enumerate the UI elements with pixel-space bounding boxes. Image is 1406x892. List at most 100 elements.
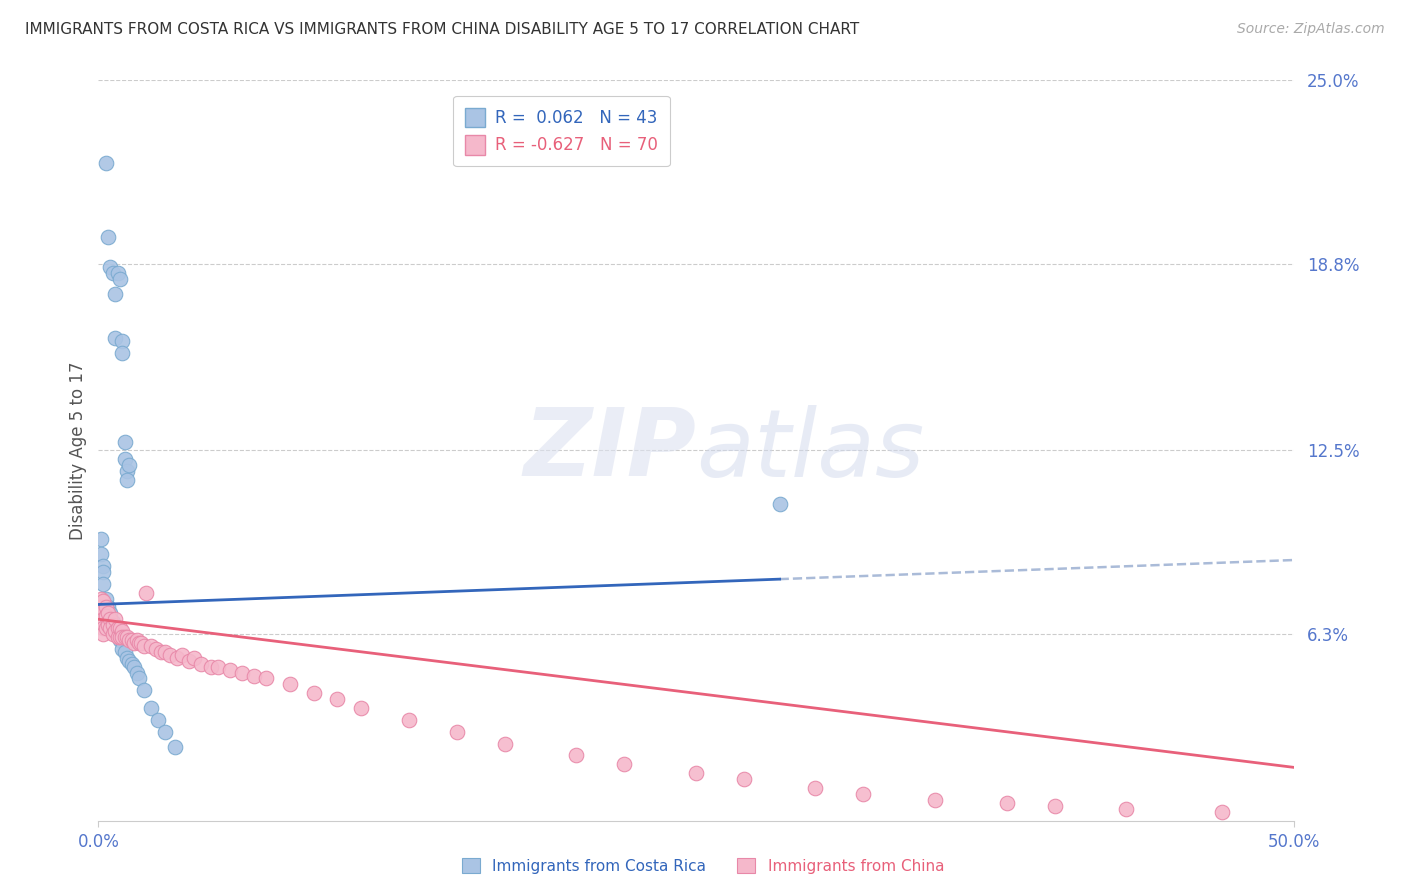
Point <box>924 793 946 807</box>
Point <box>91 621 114 635</box>
Point <box>190 657 212 671</box>
Point <box>1211 805 1233 819</box>
Point <box>104 331 127 345</box>
Point <box>200 659 222 673</box>
Point <box>111 624 134 639</box>
Point <box>565 748 588 763</box>
Point <box>97 607 120 621</box>
Point <box>207 659 229 673</box>
Point <box>118 632 141 647</box>
Point <box>115 650 138 665</box>
Point <box>149 645 172 659</box>
Point <box>90 591 112 606</box>
Point <box>101 615 124 630</box>
Point <box>90 607 112 621</box>
Point <box>111 334 134 348</box>
Point <box>685 766 707 780</box>
Point <box>98 612 122 626</box>
Point <box>98 607 122 621</box>
Point <box>124 636 146 650</box>
Point <box>90 547 112 561</box>
Point <box>91 576 114 591</box>
Point <box>97 618 120 632</box>
Point <box>94 621 117 635</box>
Point <box>97 230 120 244</box>
Point <box>166 650 188 665</box>
Point <box>145 641 167 656</box>
Text: atlas: atlas <box>696 405 924 496</box>
Text: Source: ZipAtlas.com: Source: ZipAtlas.com <box>1237 22 1385 37</box>
Point <box>94 591 117 606</box>
Point <box>139 639 162 653</box>
Point <box>1115 802 1137 816</box>
Point <box>163 739 186 754</box>
Point <box>104 612 127 626</box>
Y-axis label: Disability Age 5 to 17: Disability Age 5 to 17 <box>69 361 87 540</box>
Point <box>613 757 636 772</box>
Point <box>98 260 122 274</box>
Point <box>131 636 153 650</box>
Point <box>101 266 124 280</box>
Point <box>91 558 114 573</box>
Point <box>94 156 117 170</box>
Point <box>91 627 114 641</box>
Point <box>108 632 131 647</box>
Point <box>101 627 124 641</box>
Point <box>125 665 148 680</box>
Point <box>179 654 201 668</box>
Point <box>107 266 129 280</box>
Point <box>118 654 141 668</box>
Point <box>159 648 181 662</box>
Point <box>121 657 143 671</box>
Point <box>183 650 205 665</box>
Point <box>108 630 131 644</box>
Point <box>111 345 134 359</box>
Point <box>254 672 277 686</box>
Legend: R =  0.062   N = 43, R = -0.627   N = 70: R = 0.062 N = 43, R = -0.627 N = 70 <box>453 96 669 166</box>
Point <box>90 615 112 630</box>
Point <box>114 630 136 644</box>
Point <box>219 663 242 677</box>
Point <box>104 624 127 639</box>
Point <box>115 630 138 644</box>
Point <box>172 648 194 662</box>
Point <box>91 612 114 626</box>
Point <box>135 585 157 599</box>
Point <box>90 533 112 547</box>
Point <box>768 497 790 511</box>
Text: ZIP: ZIP <box>523 404 696 497</box>
Legend: Immigrants from Costa Rica, Immigrants from China: Immigrants from Costa Rica, Immigrants f… <box>456 852 950 880</box>
Point <box>155 645 177 659</box>
Point <box>94 609 117 624</box>
Point <box>121 632 143 647</box>
Point <box>108 271 131 285</box>
Point <box>104 621 127 635</box>
Point <box>114 452 136 467</box>
Point <box>107 630 129 644</box>
Point <box>350 701 373 715</box>
Point <box>139 701 162 715</box>
Point <box>243 668 266 682</box>
Point <box>115 464 138 478</box>
Point <box>91 594 114 608</box>
Point <box>118 458 141 473</box>
Point <box>108 627 131 641</box>
Point <box>111 641 134 656</box>
Point <box>326 692 349 706</box>
Point <box>90 600 112 615</box>
Point <box>124 659 146 673</box>
Point <box>1043 798 1066 813</box>
Point <box>148 713 170 727</box>
Point <box>302 686 325 700</box>
Point <box>98 612 122 626</box>
Point <box>804 780 827 795</box>
Point <box>733 772 755 787</box>
Point <box>94 600 117 615</box>
Point <box>101 618 124 632</box>
Text: IMMIGRANTS FROM COSTA RICA VS IMMIGRANTS FROM CHINA DISABILITY AGE 5 TO 17 CORRE: IMMIGRANTS FROM COSTA RICA VS IMMIGRANTS… <box>25 22 859 37</box>
Point <box>278 677 301 691</box>
Point <box>107 621 129 635</box>
Point <box>108 621 131 635</box>
Point <box>155 724 177 739</box>
Point <box>125 632 148 647</box>
